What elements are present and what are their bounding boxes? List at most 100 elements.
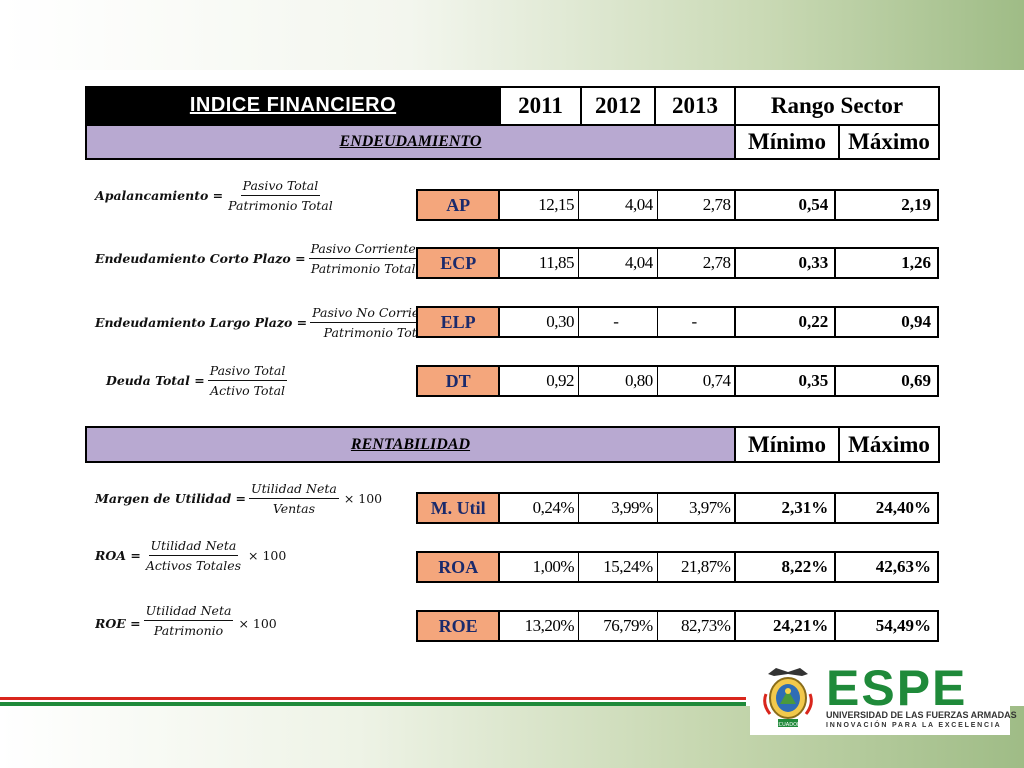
max-label: Máximo <box>848 129 930 154</box>
rentabilidad-min-header: Mínimo <box>734 426 840 463</box>
formula-numerator: Utilidad Neta <box>143 603 234 621</box>
value-2013: 0,74 <box>658 367 737 395</box>
range-max: 54,49% <box>875 616 931 635</box>
range-max: 42,63% <box>875 557 931 576</box>
indicator-code: DT <box>418 367 501 395</box>
value-2012: 15,24% <box>579 553 658 581</box>
indicator-code: ROE <box>418 612 501 640</box>
formula-denominator: Ventas <box>272 501 316 516</box>
formula-apalancamiento: Apalancamiento = Pasivo Total Patrimonio… <box>95 178 338 213</box>
value-2011: 0,24% <box>500 494 580 522</box>
value-2011: 0,92 <box>500 367 580 395</box>
formula-margen-utilidad: Margen de Utilidad = Utilidad Neta Venta… <box>95 481 382 516</box>
indicator-code: ECP <box>418 249 501 277</box>
formula-roe: ROE = Utilidad Neta Patrimonio × 100 <box>95 603 277 641</box>
footer-stripe-red <box>0 697 746 700</box>
indicator-code: M. Util <box>418 494 501 522</box>
formula-lhs: Apalancamiento = <box>95 188 224 203</box>
footer-stripe-green <box>0 702 746 706</box>
table-row-roe: ROE 13,20% 76,79% 82,73% 24,21% 54,49% <box>416 610 939 642</box>
section-rentabilidad: RENTABILIDAD <box>85 426 736 463</box>
value-2012: 0,80 <box>579 367 658 395</box>
formula-deuda-total: Deuda Total = Pasivo Total Activo Total <box>106 363 290 398</box>
formula-numerator: Utilidad Neta <box>249 481 339 499</box>
formula-lhs: Deuda Total = <box>106 373 205 388</box>
formula-multiplier: × 100 <box>238 616 277 631</box>
value-2013: 3,97% <box>658 494 737 522</box>
brand-subtitle: UNIVERSIDAD DE LAS FUERZAS ARMADAS <box>826 710 1017 720</box>
header-year-2012: 2012 <box>580 86 656 126</box>
formula-denominator: Patrimonio Total <box>323 325 429 340</box>
header-title-cell: INDICE FINANCIERO <box>85 86 501 125</box>
value-2012: 4,04 <box>579 191 658 219</box>
brand-tagline: INNOVACIÓN PARA LA EXCELENCIA <box>826 722 1002 729</box>
formula-endeudamiento-largo-plazo: Endeudamiento Largo Plazo = Pasivo No Co… <box>95 305 445 340</box>
section-label: RENTABILIDAD <box>350 435 471 453</box>
min-label: Mínimo <box>748 431 826 457</box>
formula-numerator: Utilidad Neta <box>148 538 239 556</box>
range-min: 2,31% <box>736 494 837 522</box>
formula-roa: ROA = Utilidad Neta Activos Totales × 10… <box>95 538 286 573</box>
formula-fraction: Pasivo Total Activo Total <box>207 363 288 398</box>
formula-fraction: Pasivo No Corriente Patrimonio Total <box>310 305 442 340</box>
range-min: 0,33 <box>736 249 837 277</box>
indicator-code: AP <box>418 191 501 219</box>
formula-fraction: Utilidad Neta Patrimonio <box>143 603 234 638</box>
formula-multiplier: × 100 <box>248 548 287 563</box>
header-year-2013: 2013 <box>654 86 736 126</box>
page-title: INDICE FINANCIERO <box>189 94 397 116</box>
range-min: 24,21% <box>736 612 837 640</box>
value-2013: - <box>658 308 737 336</box>
formula-numerator: Pasivo No Corriente <box>310 305 442 323</box>
value-2011: 0,30 <box>500 308 580 336</box>
table-row-ecp: ECP 11,85 4,04 2,78 0,33 1,26 <box>416 247 939 279</box>
indicator-code: ROA <box>418 553 501 581</box>
endeudamiento-min-header: Mínimo <box>734 124 840 160</box>
range-min: 0,54 <box>736 191 837 219</box>
range-min: 0,22 <box>736 308 837 336</box>
section-endeudamiento: ENDEUDAMIENTO <box>85 124 736 160</box>
formula-denominator: Patrimonio <box>153 623 224 638</box>
range-max: 0,69 <box>901 371 931 390</box>
formula-numerator: Pasivo Total <box>207 363 288 381</box>
formula-denominator: Patrimonio Total <box>310 261 416 276</box>
formula-lhs: Endeudamiento Corto Plazo = <box>95 251 306 266</box>
value-2012: 76,79% <box>579 612 658 640</box>
range-min: 0,35 <box>736 367 837 395</box>
table-row-ap: AP 12,15 4,04 2,78 0,54 2,19 <box>416 189 939 221</box>
endeudamiento-max-header: Máximo <box>838 124 940 160</box>
university-crest-icon: ECUADOR <box>763 668 813 728</box>
table-row-dt: DT 0,92 0,80 0,74 0,35 0,69 <box>416 365 939 397</box>
table-row-roa: ROA 1,00% 15,24% 21,87% 8,22% 42,63% <box>416 551 939 583</box>
header-year-2011: 2011 <box>499 86 582 126</box>
value-2011: 12,15 <box>500 191 580 219</box>
top-decorative-band <box>0 0 1024 70</box>
formula-denominator: Patrimonio Total <box>228 198 333 213</box>
formula-numerator: Pasivo Total <box>240 178 321 196</box>
formula-numerator: Pasivo Corriente <box>308 241 418 259</box>
range-max: 0,94 <box>901 312 931 331</box>
value-2013: 82,73% <box>658 612 737 640</box>
year-label: 2011 <box>518 93 563 118</box>
rango-label: Rango Sector <box>770 93 904 118</box>
header-rango-sector: Rango Sector <box>734 86 940 126</box>
brand-name: ESPE <box>826 660 968 716</box>
espe-logo: ECUADOR ESPE UNIVERSIDAD DE LAS FUERZAS … <box>750 660 1017 735</box>
value-2013: 2,78 <box>658 191 737 219</box>
year-label: 2013 <box>672 93 718 118</box>
rentabilidad-max-header: Máximo <box>838 426 940 463</box>
value-2011: 1,00% <box>500 553 580 581</box>
formula-lhs: Endeudamiento Largo Plazo = <box>95 315 308 330</box>
formula-multiplier: × 100 <box>343 491 383 506</box>
formula-lhs: ROE = <box>95 616 141 631</box>
formula-lhs: ROA = <box>95 548 141 563</box>
crest-label: ECUADOR <box>776 722 802 728</box>
table-row-elp: ELP 0,30 - - 0,22 0,94 <box>416 306 939 338</box>
range-min: 8,22% <box>736 553 837 581</box>
formula-fraction: Utilidad Neta Activos Totales <box>144 538 243 573</box>
year-label: 2012 <box>595 93 641 118</box>
value-2011: 11,85 <box>500 249 580 277</box>
formula-fraction: Utilidad Neta Ventas <box>249 481 339 516</box>
max-label: Máximo <box>848 431 930 457</box>
value-2013: 2,78 <box>658 249 737 277</box>
